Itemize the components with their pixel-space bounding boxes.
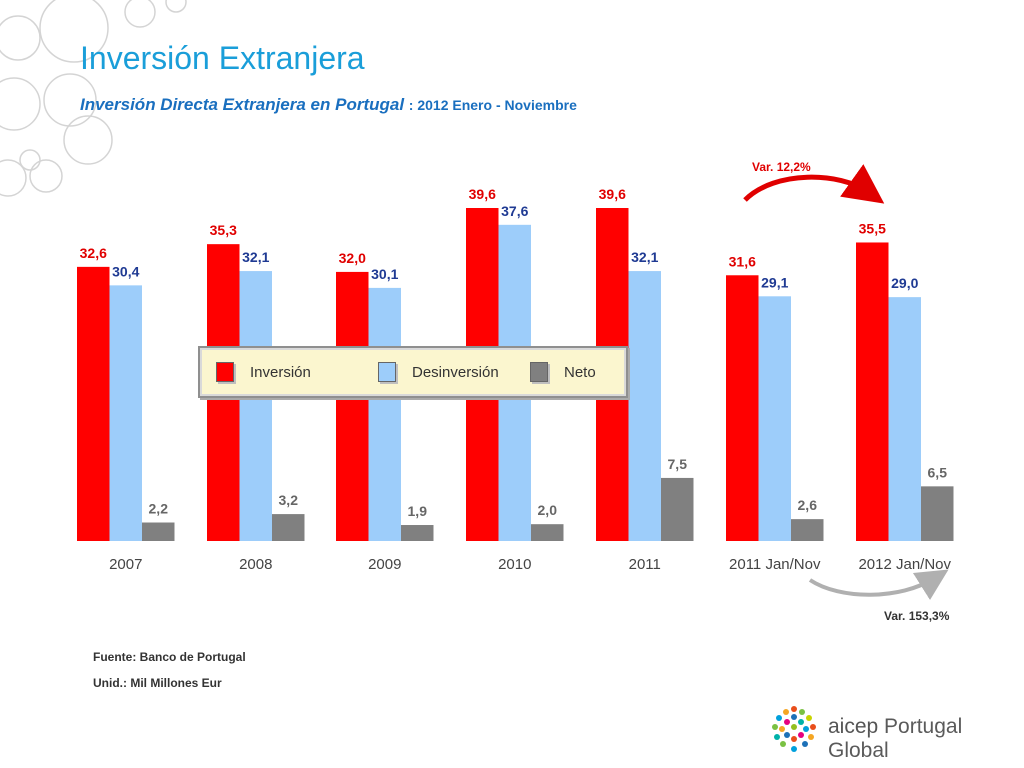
x-tick-label-4: 2011 <box>629 556 661 573</box>
data-label-desinversion-3: 37,6 <box>501 203 528 219</box>
data-label-neto-0: 2,2 <box>149 501 169 517</box>
bar-desinversion-6 <box>888 297 921 541</box>
data-label-inversion-6: 35,5 <box>859 220 886 236</box>
data-label-inversion-0: 32,6 <box>80 245 107 261</box>
legend-label-neto: Neto <box>564 363 596 381</box>
bar-neto-1 <box>272 514 305 541</box>
x-tick-label-6: 2012 Jan/Nov <box>858 556 951 573</box>
bar-inversion-0 <box>77 266 110 541</box>
data-label-neto-5: 2,6 <box>798 497 818 513</box>
bar-desinversion-1 <box>239 271 272 541</box>
page-subtitle: Inversión Directa Extranjera en Portugal… <box>80 95 577 115</box>
page-title: Inversión Extranjera <box>80 40 365 76</box>
variation-bottom-arrow <box>808 569 949 601</box>
data-label-desinversion-1: 32,1 <box>242 249 269 265</box>
data-label-desinversion-5: 29,1 <box>761 274 788 290</box>
subtitle-period: : 2012 Enero - Noviembre <box>408 97 577 113</box>
data-label-neto-2: 1,9 <box>408 503 428 519</box>
aicep-logo: aicep Portugal Global <box>768 703 1018 762</box>
logo-dots-icon <box>772 706 816 752</box>
data-label-inversion-4: 39,6 <box>599 186 626 202</box>
data-label-desinversion-6: 29,0 <box>891 275 918 291</box>
data-label-inversion-2: 32,0 <box>339 250 366 266</box>
chart-legend: Inversión Desinversión Neto <box>198 346 628 398</box>
variation-bottom-label: Var. 153,3% <box>884 609 950 623</box>
source-note: Fuente: Banco de Portugal <box>93 650 246 664</box>
x-tick-label-2: 2009 <box>368 556 401 573</box>
bar-neto-4 <box>661 477 694 541</box>
data-label-inversion-1: 35,3 <box>210 222 237 238</box>
legend-swatch-neto <box>530 362 548 382</box>
data-label-neto-4: 7,5 <box>668 456 688 472</box>
bar-desinversion-4 <box>628 271 661 541</box>
bar-neto-6 <box>921 486 954 541</box>
bar-desinversion-0 <box>109 285 142 541</box>
logo-text: aicep Portugal Global <box>828 715 1018 763</box>
legend-swatch-desinversion <box>378 362 396 382</box>
logo-text-portugal-global: Portugal Global <box>828 715 963 762</box>
bar-inversion-2 <box>336 271 369 541</box>
bar-neto-2 <box>401 525 434 541</box>
legend-label-desinversion: Desinversión <box>412 363 499 381</box>
unit-note: Unid.: Mil Millones Eur <box>93 676 222 690</box>
logo-text-aicep: aicep <box>828 715 879 738</box>
bar-neto-5 <box>791 519 824 541</box>
bar-neto-3 <box>531 524 564 541</box>
data-label-neto-6: 6,5 <box>928 464 948 480</box>
data-label-desinversion-0: 30,4 <box>112 263 139 279</box>
bar-inversion-5 <box>726 275 759 541</box>
bar-desinversion-5 <box>758 296 791 541</box>
x-tick-label-3: 2010 <box>498 556 531 573</box>
x-tick-label-1: 2008 <box>239 556 272 573</box>
subtitle-text: Inversión Directa Extranjera en Portugal <box>80 95 405 114</box>
decorative-bubbles <box>0 0 187 197</box>
x-tick-label-5: 2011 Jan/Nov <box>729 556 821 573</box>
data-label-inversion-3: 39,6 <box>469 186 496 202</box>
legend-item-inversion: Inversión <box>216 362 311 382</box>
bar-desinversion-2 <box>368 287 401 541</box>
data-label-desinversion-4: 32,1 <box>631 249 658 265</box>
data-label-neto-3: 2,0 <box>538 502 558 518</box>
legend-item-neto: Neto <box>530 362 596 382</box>
bar-neto-0 <box>142 522 175 541</box>
data-label-inversion-5: 31,6 <box>729 253 756 269</box>
legend-swatch-inversion <box>216 362 234 382</box>
legend-label-inversion: Inversión <box>250 363 311 381</box>
x-tick-label-0: 2007 <box>109 556 142 573</box>
data-label-neto-1: 3,2 <box>279 492 299 508</box>
bar-inversion-6 <box>856 242 889 541</box>
variation-top-arrow <box>743 164 885 204</box>
data-label-desinversion-2: 30,1 <box>371 266 398 282</box>
legend-item-desinversion: Desinversión <box>378 362 499 382</box>
variation-top-label: Var. 12,2% <box>752 160 811 174</box>
